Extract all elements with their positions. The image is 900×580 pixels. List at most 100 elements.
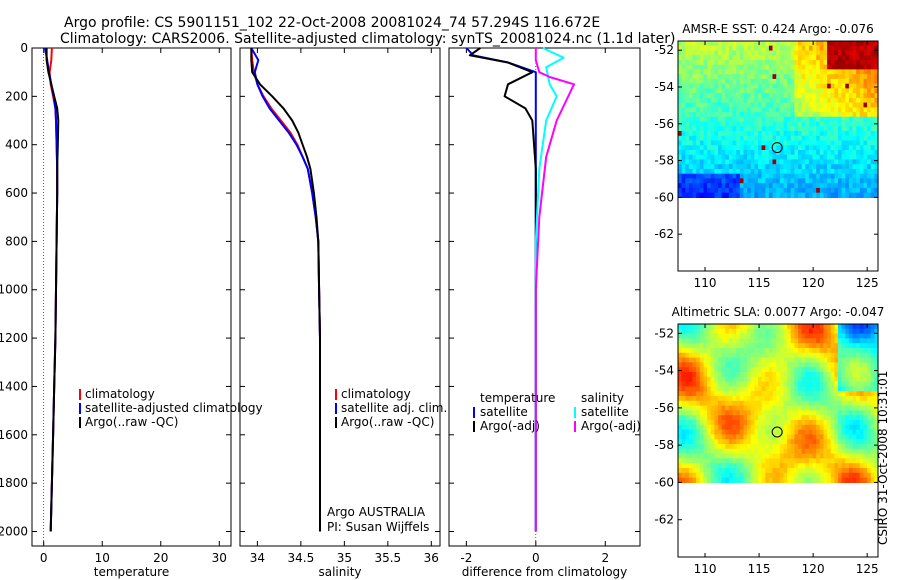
sst_map-cell	[758, 60, 763, 66]
sla_map-cell	[725, 348, 730, 354]
sla_map-cell	[870, 453, 875, 459]
sla_map-cell	[688, 444, 694, 450]
sla_map-cell	[699, 424, 704, 431]
sla_map-cell	[765, 391, 770, 397]
sst_map-cell	[859, 102, 864, 108]
sst_map-cell	[867, 154, 872, 160]
salinity-series-0-line	[250, 47, 321, 532]
sst_map-cell	[754, 97, 759, 104]
sla_map-cell	[710, 333, 715, 339]
sla_map-cell	[859, 348, 864, 354]
sla_map-cell	[845, 324, 850, 330]
sst_map-cell	[874, 50, 879, 56]
sst_map-cell	[732, 173, 737, 179]
sla_map-cell	[867, 376, 872, 383]
sst_map-cell	[830, 107, 835, 113]
sla_map-cell	[739, 448, 744, 455]
sla_map-cell	[812, 458, 817, 464]
sla_map-cell	[856, 444, 861, 450]
sst_map-cell	[805, 60, 810, 66]
sla_map-cell	[699, 328, 704, 335]
sst_map-cell	[863, 116, 868, 123]
sst_map-cell	[725, 41, 730, 47]
sst_map-cell	[848, 192, 854, 198]
sst_map-cell	[721, 83, 726, 89]
sla_map-cell	[848, 405, 854, 411]
sla_map-cell	[812, 429, 817, 435]
sst_map-cell	[703, 164, 708, 170]
sst_map-cell	[859, 64, 864, 70]
sla_map-cell	[750, 429, 755, 435]
sla_map-cell	[845, 338, 850, 344]
sla_map-cell	[848, 328, 854, 335]
sla_map-cell	[841, 444, 846, 450]
sst_map-cell	[739, 178, 744, 184]
sst_map-cell	[739, 64, 744, 70]
sla_map-cell	[721, 376, 726, 383]
sst_map-cell	[758, 159, 763, 165]
sst_map-cell	[808, 178, 814, 184]
sst_map-cell	[874, 150, 879, 156]
sst_map-cell	[761, 78, 766, 85]
sst_map-cell	[874, 41, 879, 47]
sst_map-cell	[699, 164, 704, 170]
sst_map-cell	[874, 178, 879, 184]
sst_map-cell	[754, 83, 759, 89]
sst_map-cell	[801, 135, 806, 142]
credit-pi: PI: Susan Wijffels	[327, 520, 429, 534]
sst_map-cell	[823, 112, 828, 118]
sla_map-cell	[707, 429, 712, 435]
sst_map-cell	[841, 83, 846, 89]
sst_map-cell	[805, 150, 810, 156]
sst_map-cell	[798, 135, 803, 142]
sst_map-cell	[776, 107, 781, 113]
sst_map-cell	[699, 74, 704, 80]
sst_map-cell	[808, 145, 814, 151]
sla_map-cell	[867, 400, 872, 407]
sst_map-cell	[696, 169, 701, 175]
sla_map-cell	[783, 458, 788, 464]
sst_map-cell	[819, 192, 824, 198]
sst_map-cell	[743, 64, 748, 70]
sst_map-cell	[870, 169, 875, 175]
sla_map-cell	[692, 420, 697, 426]
sla_map-cell	[779, 357, 784, 363]
sst_map-cell	[783, 60, 788, 66]
sla_map-cell	[703, 472, 708, 479]
sla_map-cell	[750, 472, 755, 479]
sst_map-cell	[870, 50, 875, 56]
sst_map-cell	[819, 64, 824, 70]
sst_map-cell	[776, 45, 781, 51]
salinity-x-tick-label: 36	[424, 551, 439, 565]
sst_map-cell	[681, 126, 686, 132]
sla_map-cell	[823, 396, 828, 402]
sla_map-cell	[805, 400, 810, 407]
sla_map-cell	[703, 372, 708, 378]
sla_map-cell	[848, 338, 854, 344]
sla_map-cell	[732, 420, 737, 426]
sst_map-cell	[783, 145, 788, 151]
sst_map-cell	[794, 183, 799, 189]
sst_map-cell	[867, 112, 872, 118]
sst_map-cell	[732, 135, 737, 142]
sst_map-cell	[699, 112, 704, 118]
sla_map-cell	[707, 376, 712, 383]
sst_map-cell	[761, 45, 766, 51]
sla_map-cell	[725, 352, 730, 359]
sla_map-cell	[728, 362, 734, 368]
sla_map-cell	[772, 448, 777, 455]
sst_map-cell	[808, 135, 814, 142]
sst_map-cell	[863, 83, 868, 89]
sst_map-cell	[848, 69, 854, 75]
sst_map-cell	[681, 169, 686, 175]
sst_map-cell	[808, 187, 814, 194]
sst_map-cell	[696, 60, 701, 66]
sst_map-cell	[794, 164, 799, 170]
sla_map-cell	[696, 372, 701, 378]
sst_map-cell	[710, 112, 715, 118]
sla_map-cell	[812, 367, 817, 373]
sla_map-cell	[678, 410, 683, 416]
sla_map-cell	[779, 424, 784, 431]
sla_map-cell	[772, 328, 777, 335]
sst_map-cell	[732, 45, 737, 51]
